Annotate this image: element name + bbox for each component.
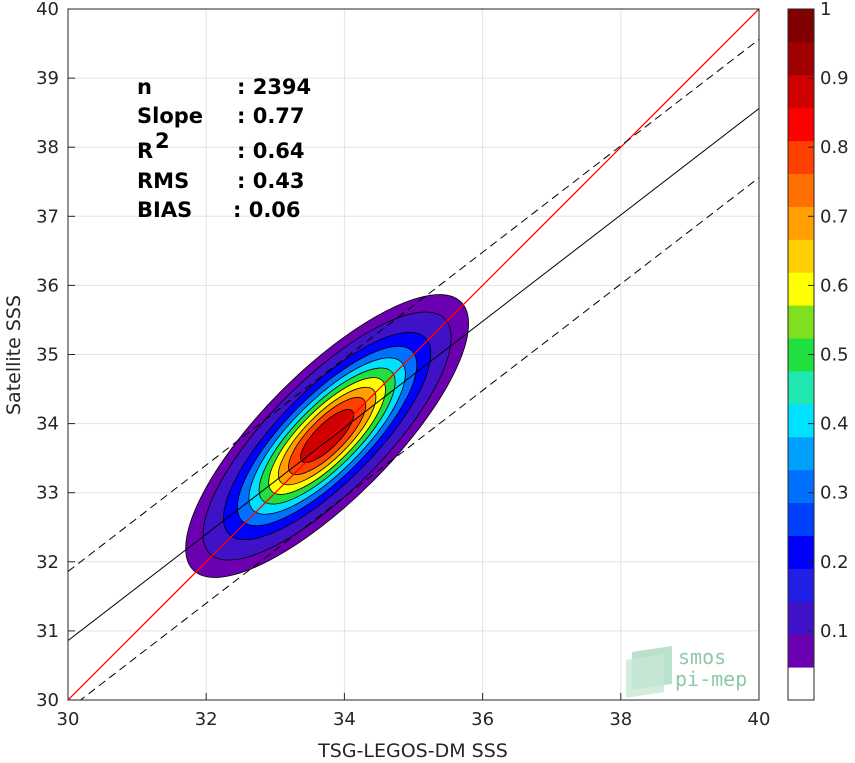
colorbar-segment — [788, 74, 814, 109]
colorbar-tick-label: 1 — [820, 0, 831, 20]
colorbar-segment — [788, 601, 814, 635]
x-tick-label: 38 — [609, 709, 632, 730]
stat-label: R — [137, 139, 153, 163]
one-to-one-line — [68, 9, 759, 700]
fit-lines — [68, 9, 759, 700]
stat-value: : 0.64 — [237, 139, 305, 163]
logo-shape — [626, 654, 664, 698]
colorbar-segment — [788, 535, 814, 569]
logo-text-smos: smos — [678, 645, 726, 669]
stat-label: BIAS — [137, 198, 192, 222]
logo-text-pi-mep: pi-mep — [675, 667, 747, 691]
colorbar-segment — [788, 634, 814, 668]
colorbar-segment — [788, 469, 814, 504]
colorbar-segment — [788, 305, 814, 339]
x-tick-label: 32 — [195, 709, 218, 730]
y-tick-label: 40 — [36, 0, 59, 20]
colorbar-segment — [788, 568, 814, 602]
colorbar-segment — [788, 272, 814, 306]
colorbar-tick-label: 0.4 — [820, 414, 849, 435]
colorbar: 0.1 0.2 0.3 0.4 0.5 0.6 0.7 0.8 0.9 1 — [787, 0, 849, 701]
x-axis: 30 32 34 36 38 40 — [57, 693, 771, 730]
colorbar-segment — [788, 206, 814, 240]
y-tick-label: 38 — [36, 137, 59, 158]
colorbar-tick-label: 0.8 — [820, 137, 849, 158]
colorbar-segment — [788, 107, 814, 142]
y-tick-label: 30 — [36, 690, 59, 711]
x-tick-label: 40 — [748, 709, 771, 730]
stat-value: : 0.77 — [237, 104, 305, 128]
contour-level — [300, 409, 355, 463]
colorbar-segment — [788, 502, 814, 536]
y-tick-label: 39 — [36, 68, 59, 89]
x-tick-label: 36 — [471, 709, 494, 730]
y-tick-label: 37 — [36, 206, 59, 227]
colorbar-segment — [788, 667, 814, 701]
y-tick-label: 32 — [36, 552, 59, 573]
y-axis: 30 31 32 33 34 35 36 37 38 39 40 — [36, 0, 75, 711]
smos-pi-mep-logo: smos pi-mep — [626, 645, 747, 698]
regression-line — [68, 108, 759, 641]
y-tick-label: 33 — [36, 483, 59, 504]
colorbar-segment — [788, 41, 814, 76]
colorbar-segment — [788, 9, 814, 43]
stat-value: : 0.43 — [237, 169, 305, 193]
y-tick-label: 34 — [36, 414, 59, 435]
confidence-line — [79, 177, 759, 700]
colorbar-tick-label: 0.2 — [820, 552, 849, 573]
y-axis-label: Satellite SSS — [3, 295, 25, 415]
confidence-line — [68, 39, 759, 572]
stat-superscript: 2 — [155, 129, 170, 153]
stat-value: : 0.06 — [233, 198, 301, 222]
stat-label: Slope — [137, 104, 203, 128]
x-tick-label: 30 — [57, 709, 80, 730]
y-tick-label: 35 — [36, 345, 59, 366]
stats-box: n : 2394 Slope : 0.77 R 2 : 0.64 RMS : 0.43 BIAS:… — [137, 75, 311, 222]
colorbar-segment — [788, 403, 814, 438]
colorbar-segment — [788, 140, 814, 175]
y-tick-label: 31 — [36, 621, 59, 642]
y-tick-label: 36 — [36, 275, 59, 296]
stat-label: n — [137, 75, 152, 99]
colorbar-segment — [788, 239, 814, 273]
colorbar-tick-label: 0.1 — [820, 621, 849, 642]
colorbar-segment — [788, 370, 814, 405]
colorbar-tick-label: 0.7 — [820, 206, 849, 227]
colorbar-tick-label: 0.6 — [820, 275, 849, 296]
colorbar-tick-label: 0.5 — [820, 345, 849, 366]
density-contours — [185, 294, 469, 578]
colorbar-segment — [788, 173, 814, 207]
stat-value: : 2394 — [237, 75, 311, 99]
x-axis-label: TSG-LEGOS-DM SSS — [317, 740, 508, 762]
colorbar-tick-label: 0.3 — [820, 483, 849, 504]
colorbar-segment — [788, 436, 814, 471]
colorbar-tick-label: 0.9 — [820, 68, 849, 89]
x-tick-label: 34 — [333, 709, 356, 730]
stat-label: RMS — [137, 169, 189, 193]
